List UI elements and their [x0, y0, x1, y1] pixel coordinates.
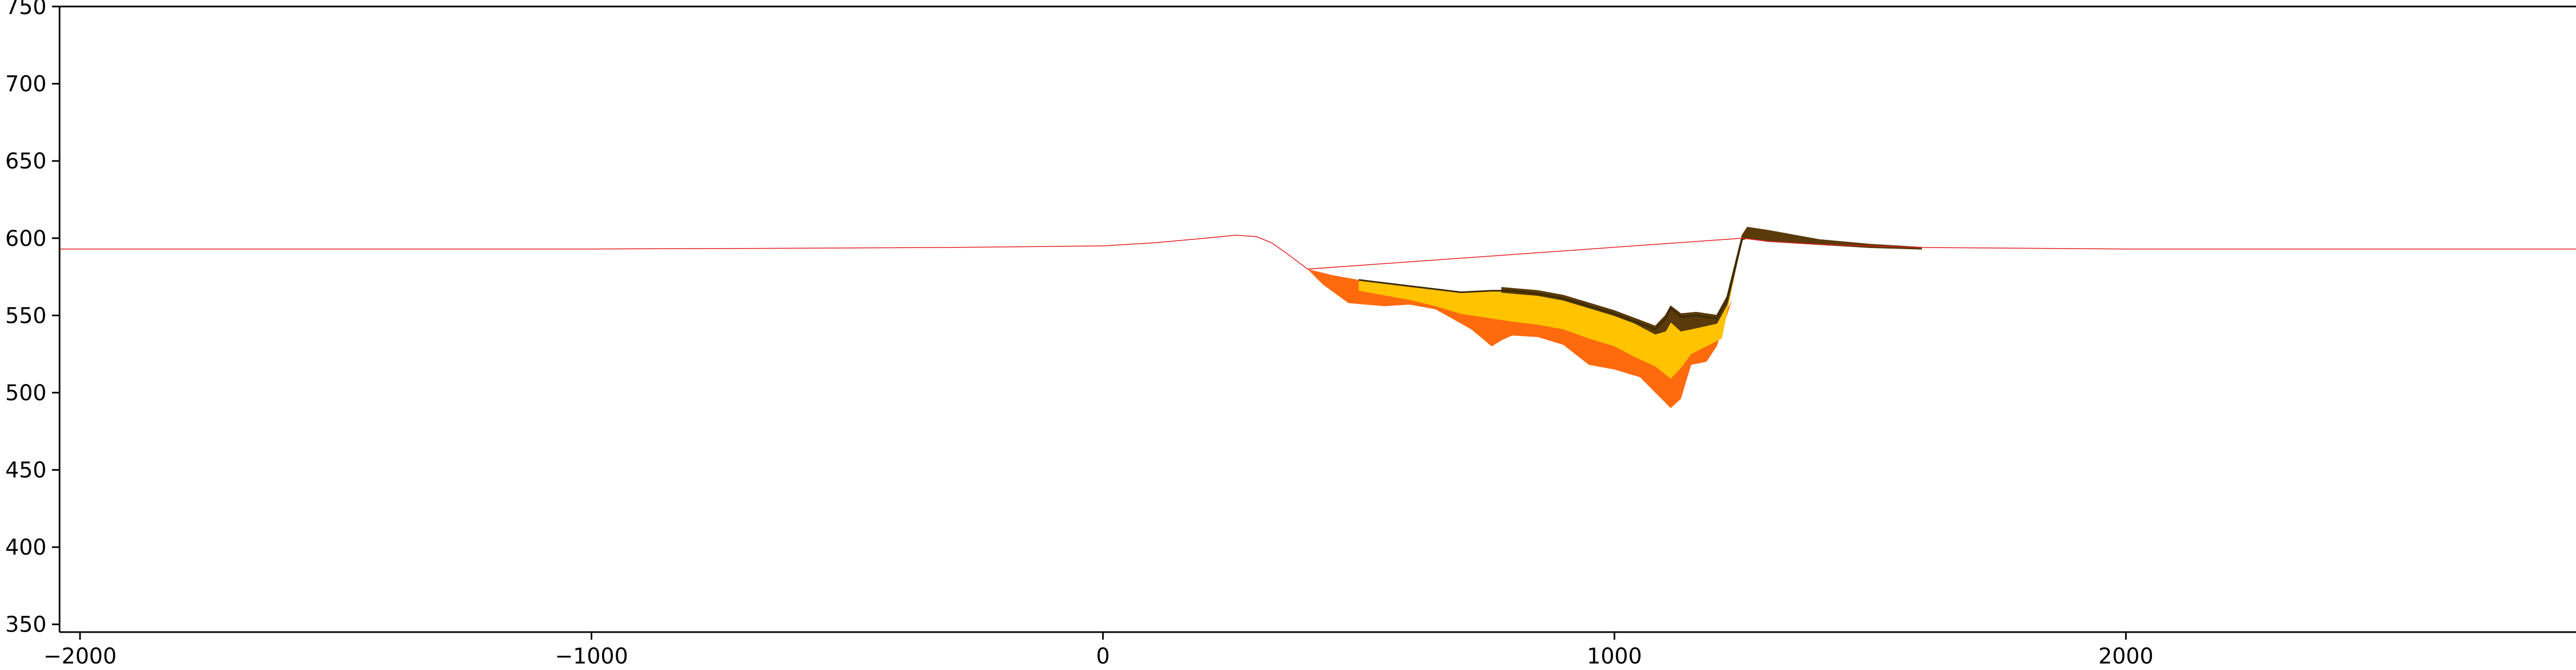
x-tick-label: 1000: [1587, 644, 1642, 669]
y-tick-label: 500: [5, 381, 47, 406]
x-tick-label: −1000: [555, 644, 628, 669]
series-upper-yellow-edge: [1358, 238, 1743, 330]
y-tick-label: 450: [5, 458, 47, 483]
x-tick-label: 0: [1096, 644, 1109, 669]
axes: [58, 5, 2576, 633]
y-axis-ticks: 350 400 450 500 550 600 650 700 750: [5, 0, 60, 638]
y-tick-label: 550: [5, 303, 47, 328]
line-layers: [60, 235, 2576, 330]
series-lower-orange-fill: [1307, 238, 1743, 408]
series-upper-yellow-fill: [1358, 238, 1743, 379]
y-tick-label: 700: [5, 72, 47, 97]
series-dark-cap: [1501, 226, 1922, 335]
y-tick-label: 400: [5, 535, 47, 560]
x-tick-label: −2000: [43, 644, 116, 669]
series-baseline-line: [60, 235, 2576, 270]
y-tick-label: 650: [5, 149, 47, 174]
x-axis-ticks: −2000 −1000 0 1000 2000: [43, 632, 2154, 669]
y-tick-label: 750: [5, 0, 47, 19]
y-tick-label: 350: [5, 613, 47, 638]
x-tick-label: 2000: [2098, 644, 2154, 669]
y-tick-label: 600: [5, 226, 47, 251]
fill-layers: [1307, 226, 1922, 408]
